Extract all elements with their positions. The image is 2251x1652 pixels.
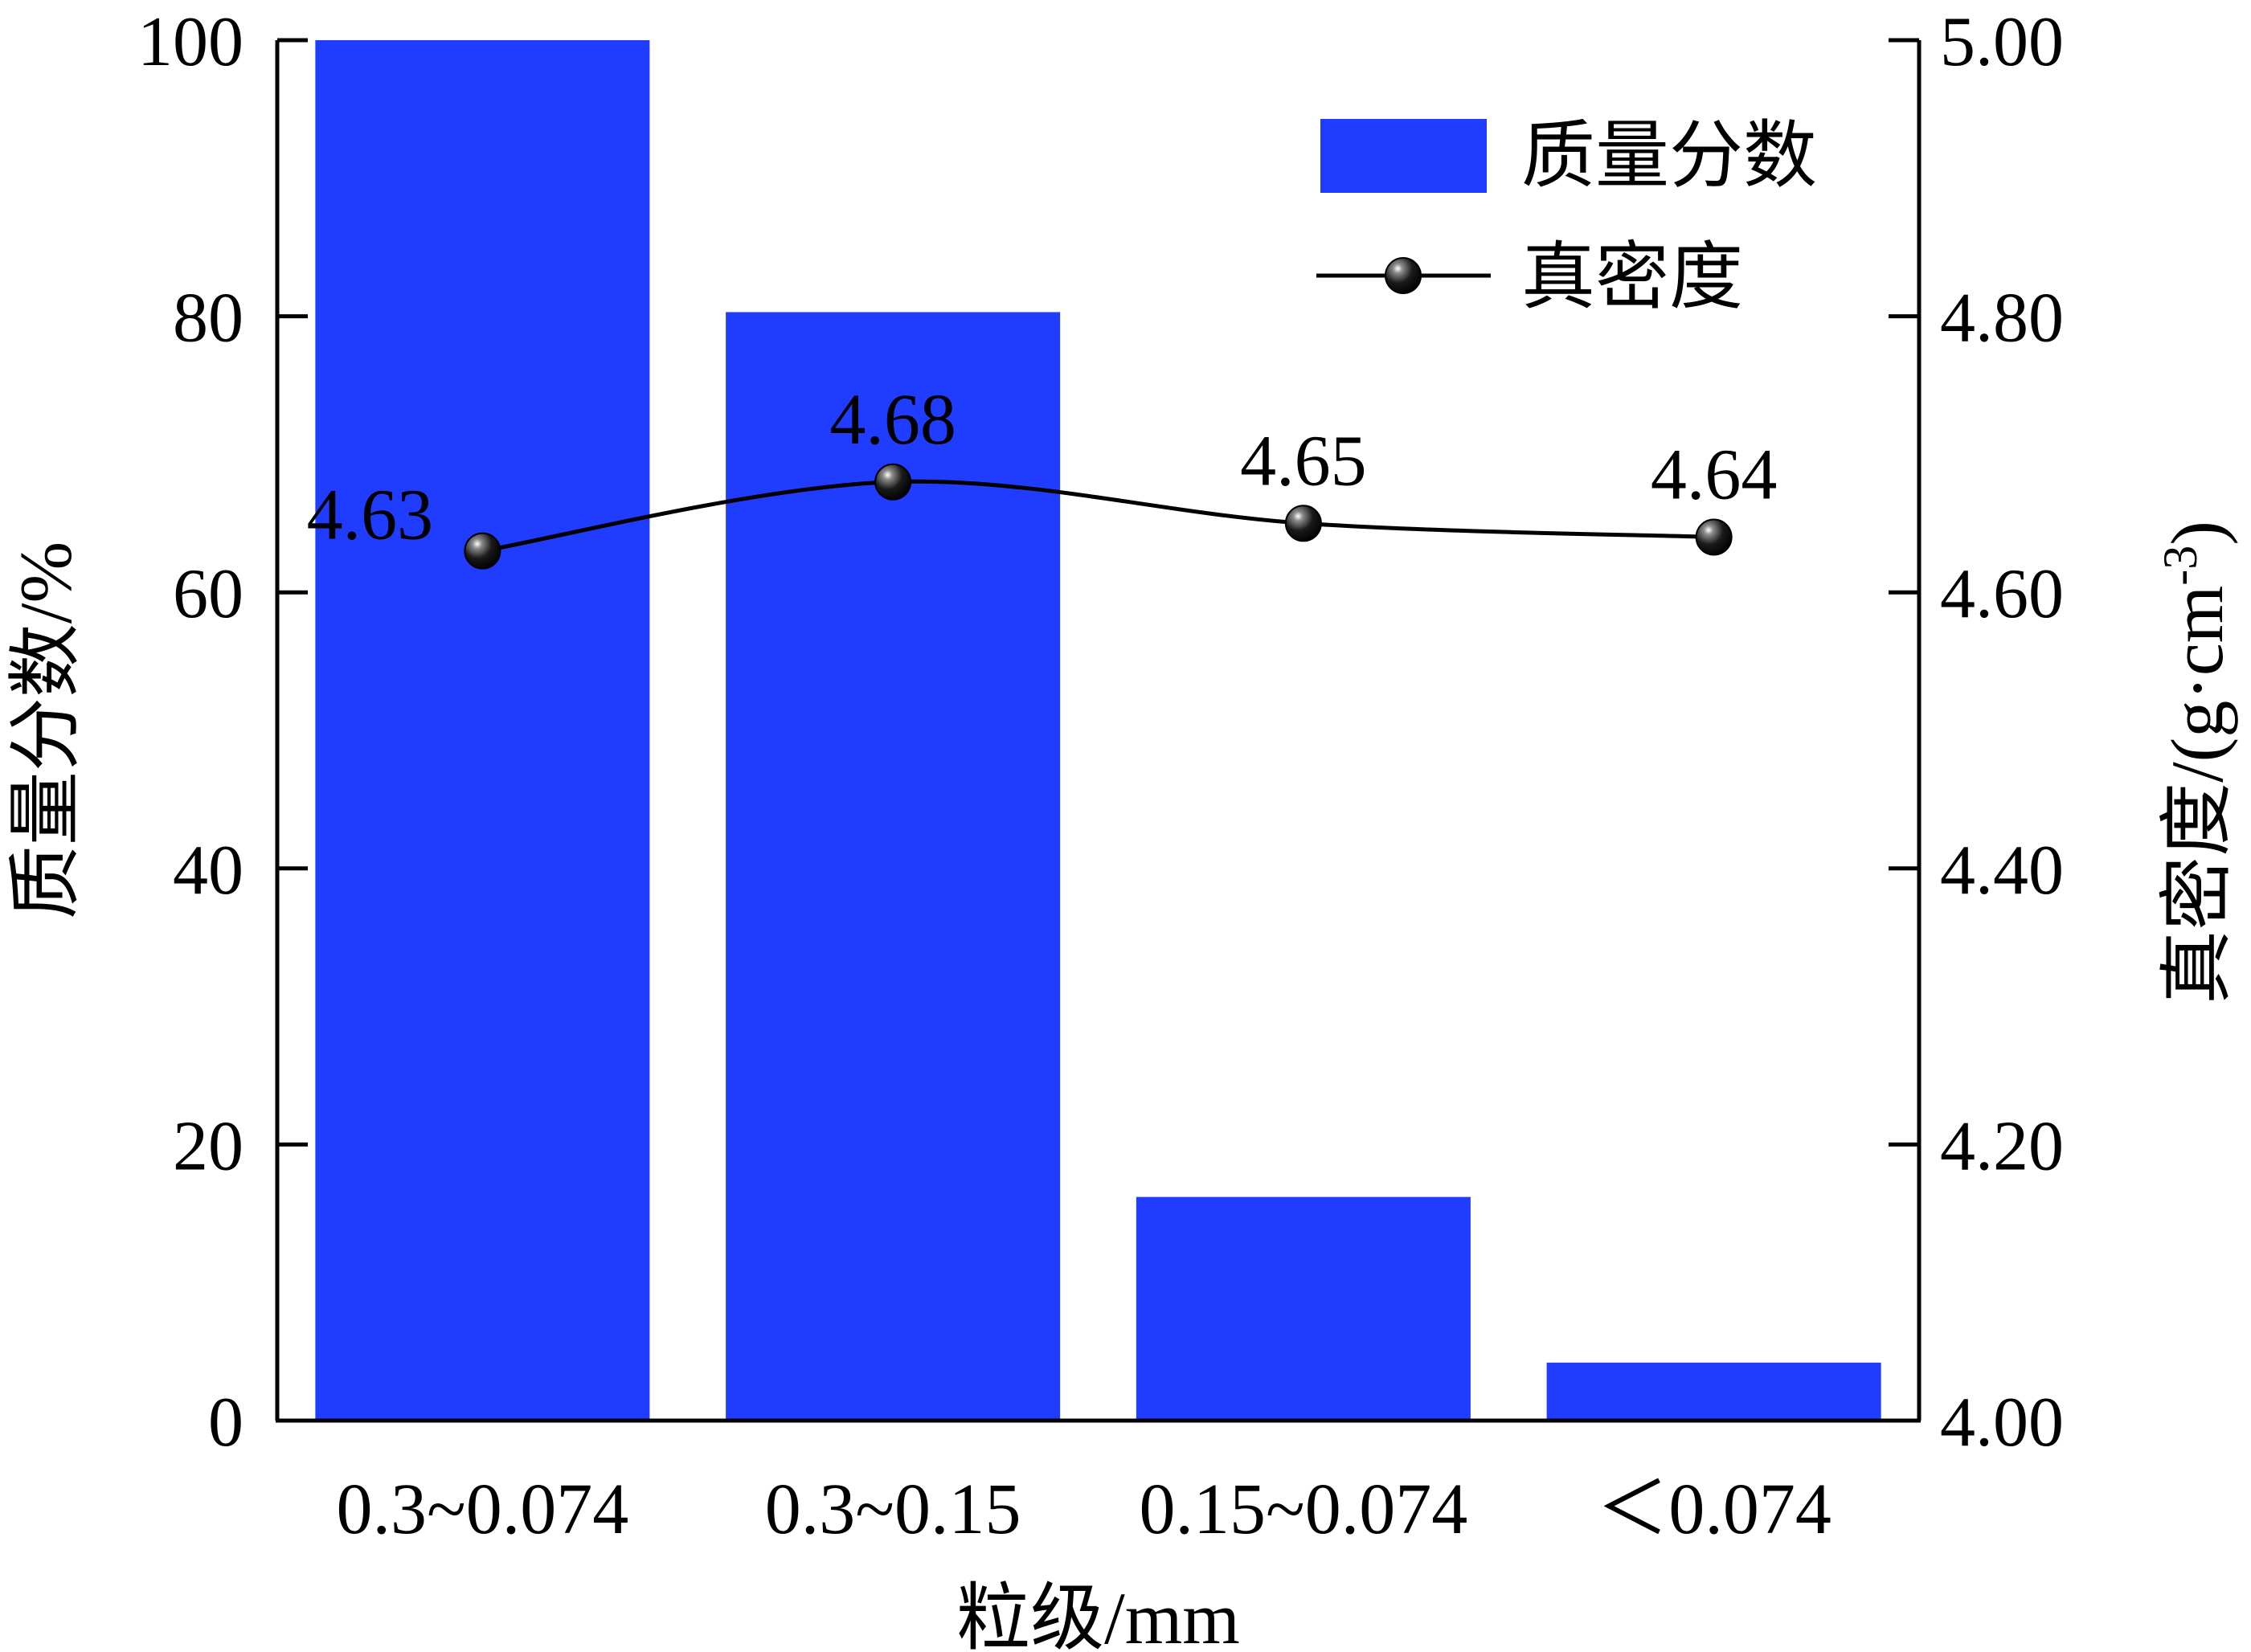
x-tick-label-1: 0.3~0.074 [337, 1470, 629, 1549]
density-line [481, 479, 1714, 554]
x-tick-label-2: 0.3~0.15 [765, 1470, 1021, 1549]
axes-layer [275, 40, 1922, 1423]
left-tick-label-2: 40 [173, 832, 244, 910]
right-tick-label-5: 5.00 [1940, 3, 2064, 81]
left-tick-label-3: 60 [173, 555, 244, 633]
legend-marker-sample [1385, 257, 1422, 294]
x-tick-label-4: ＜0.074 [1596, 1470, 1831, 1549]
right-tick-label-4: 4.80 [1940, 280, 2064, 358]
legend-label-line: 真密度 [1521, 236, 1743, 318]
legend-swatch-bar [1320, 119, 1487, 193]
left-axis-title: 质量分数/% [5, 542, 87, 919]
bar-3 [1136, 1196, 1471, 1421]
density-data-label-4: 4.64 [1651, 435, 1778, 514]
density-data-label-2: 4.68 [829, 380, 956, 460]
x-tick-label-3: 0.15~0.074 [1140, 1470, 1468, 1549]
density-data-label-3: 4.65 [1240, 421, 1367, 501]
line-layer [464, 463, 1733, 570]
bar-1 [315, 40, 650, 1421]
density-point-1 [464, 532, 501, 570]
density-data-label-1: 4.63 [307, 476, 434, 555]
bar-4 [1546, 1362, 1881, 1421]
right-tick-label-3: 4.60 [1940, 555, 2064, 633]
density-point-3 [1284, 505, 1322, 542]
labels-layer: 4.63 4.68 4.65 4.64 粒级/mm 质量分数/% 真密度/(g·cm-3) [5, 380, 2238, 1652]
density-point-2 [874, 463, 912, 501]
left-tick-label-4: 80 [173, 280, 244, 358]
left-tick-label-5: 100 [137, 3, 244, 81]
x-axis-title: 粒级/mm [956, 1577, 1240, 1652]
legend-label-bar: 质量分数 [1521, 115, 1817, 197]
ticks-layer: 0 20 40 60 80 100 4.00 4.20 4.40 4.60 4.80 5.00 0.3~… [137, 3, 2064, 1549]
right-axis-title: 真密度/(g·cm-3) [2154, 521, 2238, 1004]
right-tick-label-0: 4.00 [1940, 1384, 2064, 1462]
left-tick-label-0: 0 [208, 1384, 244, 1462]
right-tick-label-2: 4.40 [1940, 832, 2064, 910]
left-tick-label-1: 20 [173, 1107, 244, 1185]
density-point-4 [1695, 518, 1733, 556]
right-tick-label-1: 4.20 [1940, 1107, 2064, 1185]
